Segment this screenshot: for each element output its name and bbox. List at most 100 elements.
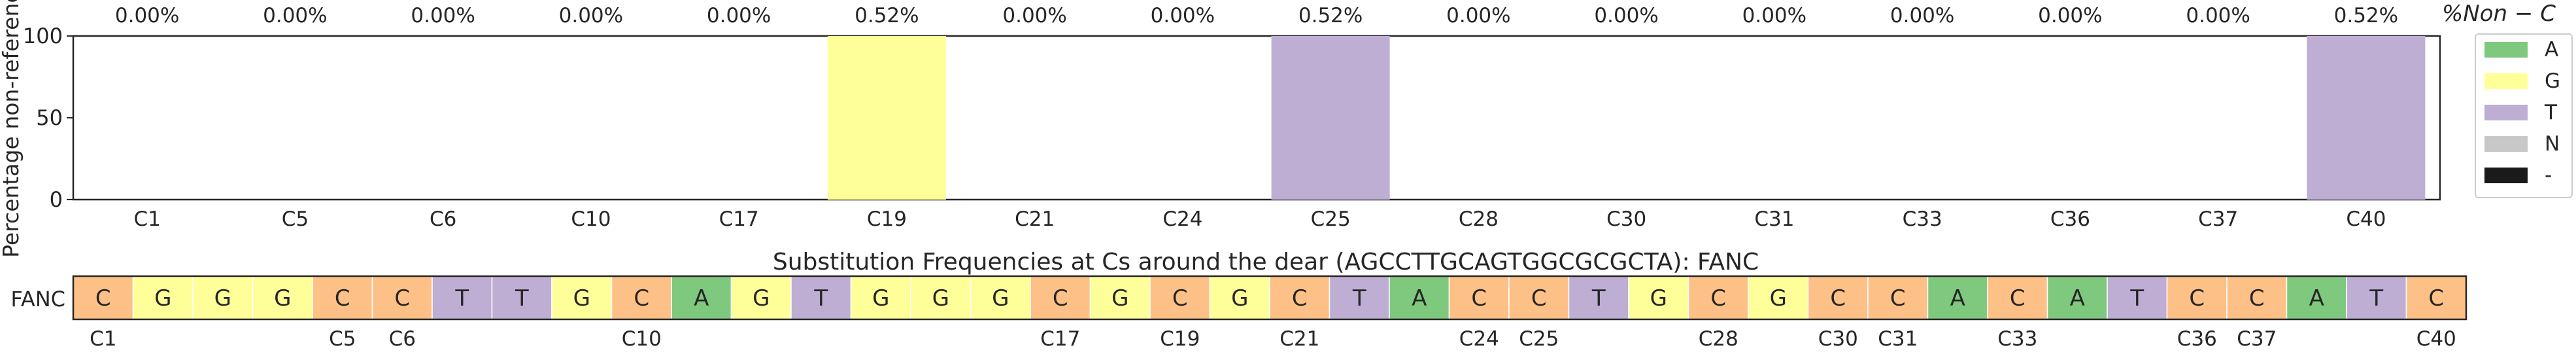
- sequence-base: T: [1591, 285, 1606, 312]
- position-label: C40: [2416, 327, 2456, 351]
- legend-label: N: [2545, 132, 2560, 156]
- sequence-base: C: [1830, 285, 1846, 312]
- x-tick-label: C31: [1754, 207, 1794, 231]
- x-tick-label: C40: [2346, 207, 2386, 231]
- x-tick-label: C17: [719, 207, 759, 231]
- legend-swatch-gap: [2484, 168, 2528, 183]
- sequence-base: C: [1710, 285, 1726, 312]
- top-percent-label: 0.00%: [559, 4, 623, 27]
- sequence-cell: [2286, 276, 2347, 320]
- sequence-base: A: [2070, 285, 2085, 312]
- sequence-base: C: [2189, 285, 2205, 312]
- sequence-base: T: [2369, 285, 2383, 312]
- top-percent-label: 0.00%: [1002, 4, 1066, 27]
- sequence-base: G: [992, 285, 1009, 312]
- x-tick-label: C28: [1459, 207, 1499, 231]
- bar-C19-G: [827, 36, 946, 200]
- sequence-cell: [1149, 276, 1211, 320]
- x-tick-label: C10: [571, 207, 611, 231]
- sequence-base: G: [1111, 285, 1128, 312]
- x-tick-label: C19: [867, 207, 907, 231]
- position-label: C19: [1160, 327, 1200, 351]
- sequence-base: C: [1471, 285, 1487, 312]
- legend-swatch-N: [2484, 136, 2528, 152]
- top-axis-label: %Non − C: [2442, 1, 2556, 27]
- sequence-base: C: [2010, 285, 2025, 312]
- sequence-base: G: [932, 285, 949, 312]
- position-label: C1: [90, 327, 116, 351]
- sequence-base: C: [1531, 285, 1547, 312]
- legend-label: -: [2545, 164, 2552, 187]
- position-label: C21: [1280, 327, 1319, 351]
- y-axis-label: Percentage non-reference: [0, 0, 24, 258]
- position-label: C10: [622, 327, 662, 351]
- position-label: C28: [1699, 327, 1738, 351]
- sequence-base: C: [634, 285, 649, 312]
- sequence-base: G: [154, 285, 171, 312]
- sequence-cell: [1209, 276, 1270, 320]
- sequence-base: C: [2428, 285, 2444, 312]
- x-tick-label: C21: [1015, 207, 1055, 231]
- x-tick-label: C24: [1162, 207, 1202, 231]
- y-tick-label: 0: [50, 187, 63, 212]
- x-tick-label: C6: [430, 207, 456, 231]
- y-tick-label: 50: [36, 105, 63, 130]
- sequence-cell: [910, 276, 972, 320]
- position-label: C36: [2177, 327, 2217, 351]
- x-tick-label: C33: [1903, 207, 1942, 231]
- sequence-cell: [252, 276, 313, 320]
- top-percent-label: 0.52%: [855, 4, 919, 27]
- position-label: C37: [2237, 327, 2277, 351]
- position-label: C6: [389, 327, 416, 351]
- top-percent-labels: 0.00% 0.00% 0.00% 0.00% 0.00% 0.52% 0.00% 0.00%…: [115, 4, 2398, 27]
- position-label: C30: [1818, 327, 1858, 351]
- legend-swatch-A: [2484, 42, 2528, 58]
- sequence-cell: [491, 276, 552, 320]
- top-percent-label: 0.00%: [1742, 4, 1806, 27]
- sequence-cell: [2226, 276, 2288, 320]
- sequence-base: T: [515, 285, 529, 312]
- sequence-base: A: [694, 285, 709, 312]
- sequence-cell: [1030, 276, 1091, 320]
- sequence-cell: [1448, 276, 1510, 320]
- sequence-base: T: [2129, 285, 2144, 312]
- sequence-cell: [1389, 276, 1450, 320]
- top-percent-label: 0.52%: [1298, 4, 1363, 27]
- position-label: C33: [1997, 327, 2037, 351]
- x-tick-label: C1: [133, 207, 160, 231]
- sequence-base: G: [753, 285, 770, 312]
- sequence-base: C: [1292, 285, 1308, 312]
- bar-plot-frame: [72, 35, 2441, 201]
- legend-label: G: [2545, 69, 2560, 93]
- sequence-cell: [1807, 276, 1869, 320]
- top-percent-label: 0.00%: [2186, 4, 2250, 27]
- x-tick-label: C36: [2050, 207, 2090, 231]
- sequence-cell: [1269, 276, 1330, 320]
- sequence-base: G: [1650, 285, 1667, 312]
- top-percent-label: 0.00%: [707, 4, 771, 27]
- sequence-cell: [1687, 276, 1749, 320]
- legend-swatch-T: [2484, 105, 2528, 120]
- x-tick-label: C25: [1311, 207, 1351, 231]
- sequence-base: G: [1231, 285, 1248, 312]
- position-label: C31: [1878, 327, 1918, 351]
- top-percent-label: 0.00%: [411, 4, 475, 27]
- sequence-base: C: [1890, 285, 1906, 312]
- sequence-row-label: FANC: [10, 287, 65, 312]
- sequence-base: T: [454, 285, 469, 312]
- top-percent-label: 0.00%: [2038, 4, 2102, 27]
- sequence-base: C: [1053, 285, 1068, 312]
- y-axis-ticks: 0 50 100: [23, 24, 73, 212]
- sequence-cell: [790, 276, 852, 320]
- sequence-cell: [2107, 276, 2168, 320]
- sequence-cell: [671, 276, 732, 320]
- sequence-cell: [2346, 276, 2407, 320]
- top-percent-label: 0.00%: [1151, 4, 1215, 27]
- x-tick-label: C37: [2198, 207, 2238, 231]
- top-percent-label: 0.00%: [1594, 4, 1658, 27]
- sequence-panel: Substitution Frequencies at Cs around th…: [10, 249, 2467, 351]
- x-axis-ticks: C1 C5 C6 C10 C17 C19 C21 C24 C25 C28 C30 C31 C33 C36 C…: [133, 207, 2386, 231]
- sequence-cell: [1089, 276, 1151, 320]
